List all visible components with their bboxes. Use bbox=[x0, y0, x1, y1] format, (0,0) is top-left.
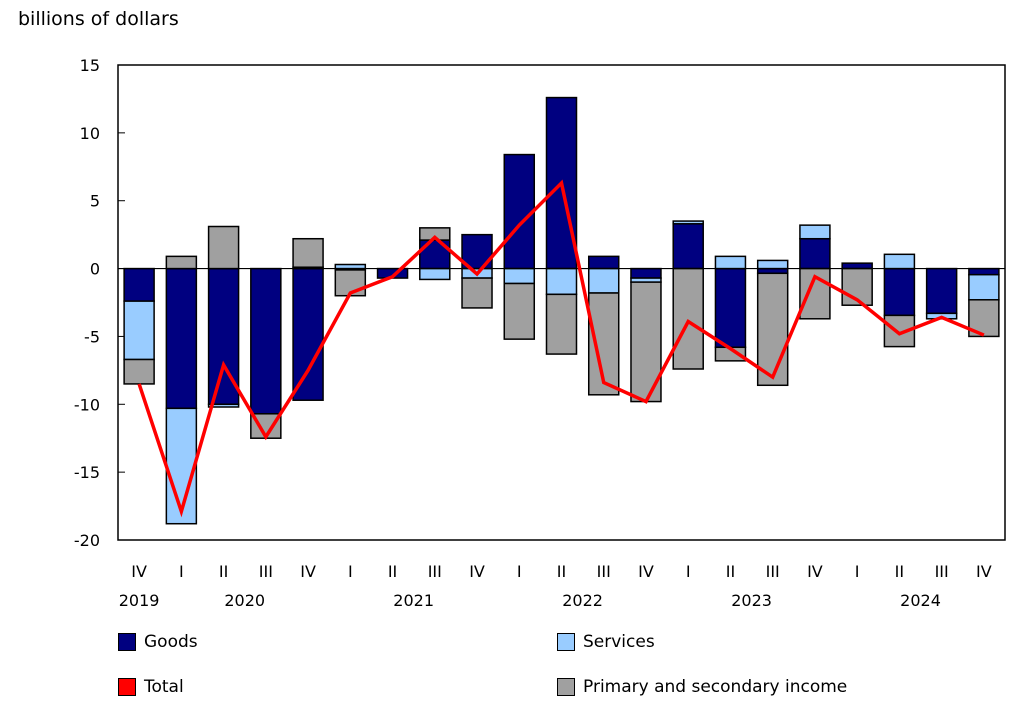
y-tick-label: 15 bbox=[80, 56, 100, 75]
bar-services bbox=[714, 255, 747, 270]
bar-services bbox=[587, 267, 620, 294]
legend-label: Total bbox=[144, 677, 184, 697]
y-tick-label: -10 bbox=[74, 395, 100, 414]
line-total bbox=[137, 179, 985, 518]
x-tick-label: III bbox=[428, 562, 442, 581]
legend-total: Total bbox=[118, 677, 184, 697]
bar-goods bbox=[799, 237, 831, 270]
bar-goods bbox=[968, 267, 1000, 276]
y-axis-unit-label: billions of dollars bbox=[18, 8, 179, 30]
bar-primary-and-secondary-income bbox=[292, 237, 324, 268]
bar-services bbox=[883, 253, 916, 270]
bar-goods bbox=[503, 153, 536, 270]
x-tick-label: III bbox=[766, 562, 780, 581]
y-tick-label: 10 bbox=[80, 124, 100, 143]
legend-services: Services bbox=[557, 632, 655, 652]
bar-goods bbox=[250, 267, 282, 415]
bar-services bbox=[165, 407, 198, 525]
bar-services bbox=[799, 224, 831, 240]
x-tick-label: IV bbox=[300, 562, 316, 581]
bar-primary-and-secondary-income bbox=[672, 267, 704, 370]
bar-primary-and-secondary-income bbox=[123, 358, 155, 385]
y-tick-label: 5 bbox=[90, 192, 100, 211]
bar-goods bbox=[165, 267, 198, 410]
bar-services bbox=[419, 267, 451, 281]
y-tick-label: 0 bbox=[90, 260, 100, 279]
bar-goods bbox=[123, 267, 155, 302]
bar-primary-and-secondary-income bbox=[503, 282, 536, 340]
bar-goods bbox=[292, 267, 324, 401]
legend-income: Primary and secondary income bbox=[557, 677, 847, 697]
legend-goods: Goods bbox=[118, 632, 198, 652]
x-year-label: 2021 bbox=[393, 591, 434, 610]
bar-primary-and-secondary-income bbox=[207, 225, 240, 270]
y-tick-label: -5 bbox=[84, 327, 100, 346]
bar-goods bbox=[925, 267, 958, 315]
x-year-label: 2020 bbox=[224, 591, 265, 610]
x-tick-label: IV bbox=[976, 562, 992, 581]
x-tick-label: I bbox=[855, 562, 860, 581]
bar-services bbox=[123, 300, 155, 361]
y-tick-label: -20 bbox=[74, 531, 100, 550]
bar-services bbox=[756, 259, 789, 270]
x-tick-label: III bbox=[935, 562, 949, 581]
x-year-label: 2019 bbox=[119, 591, 160, 610]
x-year-label: 2023 bbox=[731, 591, 772, 610]
bar-services bbox=[503, 267, 536, 285]
bar-primary-and-secondary-income bbox=[756, 272, 789, 387]
bar-services bbox=[334, 263, 367, 270]
x-tick-label: II bbox=[726, 562, 735, 581]
x-year-label: 2022 bbox=[562, 591, 603, 610]
x-tick-label: II bbox=[219, 562, 228, 581]
x-tick-label: II bbox=[557, 562, 566, 581]
x-tick-label: III bbox=[597, 562, 611, 581]
bar-goods bbox=[630, 267, 662, 279]
bar-primary-and-secondary-income bbox=[545, 293, 578, 355]
x-tick-label: II bbox=[895, 562, 904, 581]
bar-services bbox=[968, 273, 1000, 301]
bar-goods bbox=[883, 267, 916, 317]
bar-services bbox=[672, 220, 704, 225]
x-year-label: 2024 bbox=[900, 591, 941, 610]
bar-goods bbox=[672, 223, 704, 270]
x-tick-label: I bbox=[179, 562, 184, 581]
legend-swatch-goods bbox=[118, 633, 136, 651]
x-tick-label: I bbox=[348, 562, 353, 581]
y-tick-label: -15 bbox=[74, 463, 100, 482]
bar-services bbox=[207, 403, 240, 408]
legend-label: Goods bbox=[144, 632, 198, 652]
x-tick-label: IV bbox=[807, 562, 823, 581]
legend-swatch-services bbox=[557, 633, 575, 651]
x-tick-label: I bbox=[686, 562, 691, 581]
bar-goods bbox=[587, 255, 620, 270]
bar-primary-and-secondary-income bbox=[461, 277, 493, 309]
legend-label: Primary and secondary income bbox=[583, 677, 848, 697]
plot-frame bbox=[117, 64, 1006, 541]
legend-swatch-total bbox=[118, 678, 136, 696]
legend-label: Services bbox=[583, 632, 655, 652]
bar-primary-and-secondary-income bbox=[419, 227, 451, 241]
x-tick-label: IV bbox=[131, 562, 147, 581]
bar-primary-and-secondary-income bbox=[165, 255, 198, 270]
bar-services bbox=[545, 267, 578, 296]
x-tick-label: IV bbox=[469, 562, 485, 581]
x-tick-label: I bbox=[517, 562, 522, 581]
x-tick-label: II bbox=[388, 562, 397, 581]
x-tick-label: III bbox=[259, 562, 273, 581]
legend-swatch-income bbox=[557, 678, 575, 696]
bar-goods bbox=[841, 262, 873, 270]
bar-goods bbox=[714, 267, 747, 349]
x-tick-label: IV bbox=[638, 562, 654, 581]
